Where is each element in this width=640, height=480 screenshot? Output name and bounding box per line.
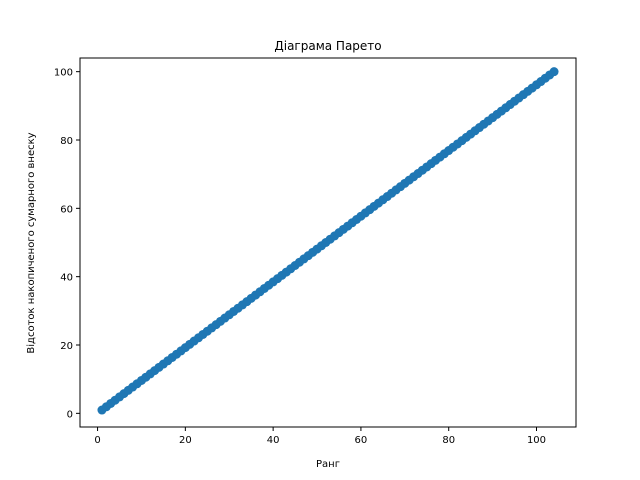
x-tick-label: 0 xyxy=(94,435,100,446)
y-tick-label: 60 xyxy=(60,204,73,215)
data-point xyxy=(549,67,559,77)
y-tick-label: 40 xyxy=(60,273,73,284)
x-axis-label: Ранг xyxy=(316,459,340,470)
x-axis: 0 20 40 60 80 100 xyxy=(94,427,546,446)
y-axis-label: Відсоток накопиченого сумарного внеску xyxy=(25,132,37,353)
y-tick-label: 0 xyxy=(67,409,73,420)
x-tick-label: 80 xyxy=(442,435,455,446)
plot-area xyxy=(97,67,559,415)
y-tick-label: 80 xyxy=(60,136,73,147)
x-tick-label: 20 xyxy=(179,435,192,446)
y-tick-label: 20 xyxy=(60,341,73,352)
y-axis: 0 20 40 60 80 100 xyxy=(54,68,80,420)
chart-title: Діаграма Парето xyxy=(274,39,381,53)
y-tick-label: 100 xyxy=(54,68,73,79)
x-tick-label: 100 xyxy=(527,435,546,446)
axes-frame xyxy=(79,57,577,428)
x-tick-label: 40 xyxy=(267,435,280,446)
x-tick-label: 60 xyxy=(355,435,368,446)
